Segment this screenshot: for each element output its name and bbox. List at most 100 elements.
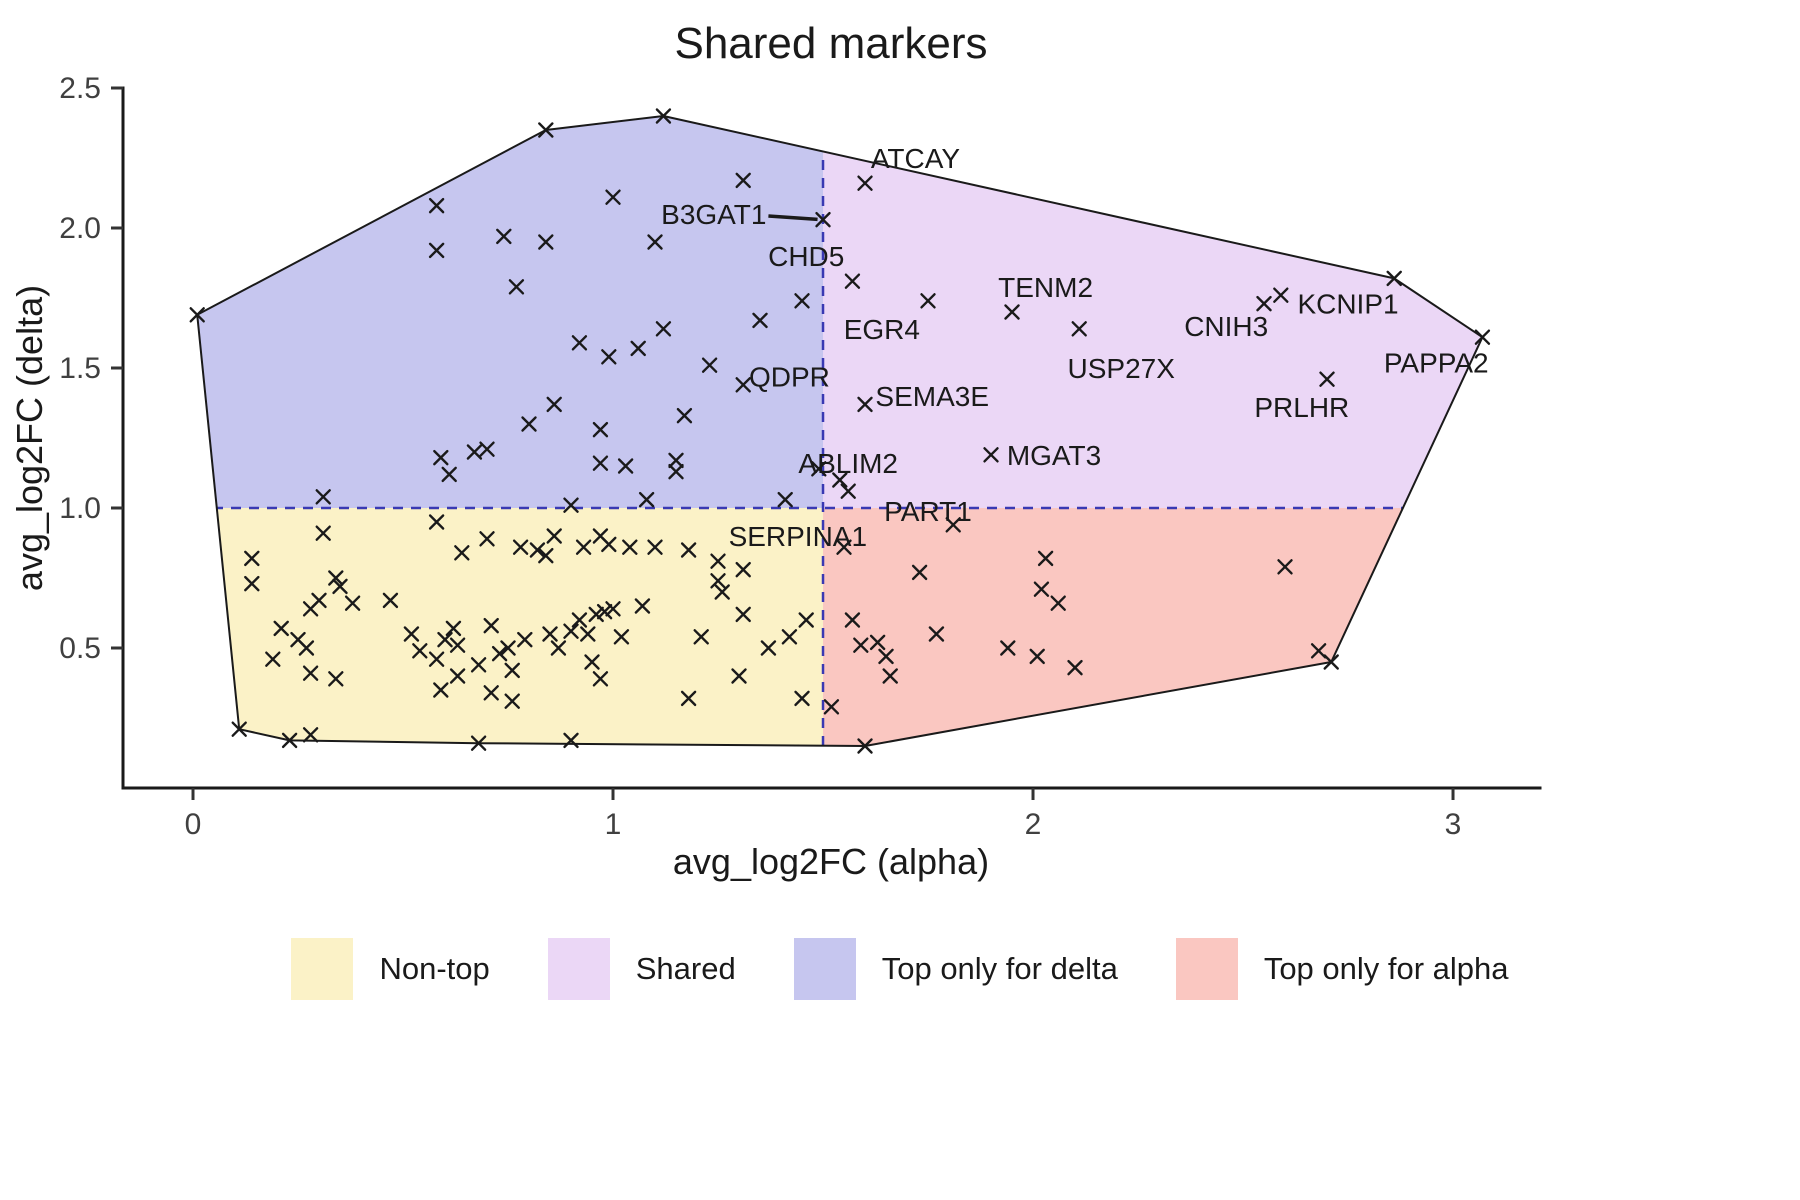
data-point xyxy=(882,668,898,684)
data-point xyxy=(231,721,247,737)
data-point xyxy=(853,637,869,653)
data-point xyxy=(302,727,319,743)
data-point xyxy=(794,293,810,309)
data-point xyxy=(504,693,520,709)
data-point xyxy=(680,542,697,558)
data-point xyxy=(601,349,617,365)
data-point xyxy=(508,279,525,295)
chart-title: Shared markers xyxy=(674,19,987,68)
data-point xyxy=(832,472,848,488)
data-point xyxy=(281,732,298,749)
data-point xyxy=(1310,643,1327,659)
data-point xyxy=(428,651,445,667)
data-point xyxy=(571,612,588,628)
data-point xyxy=(869,634,886,651)
data-point xyxy=(538,234,554,250)
data-point xyxy=(588,606,604,623)
x-tick-label: 2 xyxy=(1025,808,1042,841)
data-point xyxy=(693,629,709,645)
data-point xyxy=(605,189,621,205)
data-point xyxy=(428,514,445,530)
legend-swatch-top-only-for-delta xyxy=(793,938,856,1000)
data-point xyxy=(546,396,562,413)
data-point xyxy=(575,539,592,555)
data-point xyxy=(1050,595,1066,611)
data-point xyxy=(302,665,319,681)
data-point xyxy=(735,606,751,623)
data-point xyxy=(844,612,861,628)
data-point xyxy=(584,654,600,670)
gene-label-chd5: CHD5 xyxy=(768,241,844,272)
data-point xyxy=(823,699,840,715)
data-point xyxy=(714,584,730,600)
data-point xyxy=(298,640,315,656)
data-point xyxy=(538,122,554,138)
data-point xyxy=(496,228,512,245)
data-point-part1 xyxy=(945,517,961,533)
data-point xyxy=(1033,581,1050,597)
data-point-b3gat1 xyxy=(815,211,831,228)
data-point-qdpr xyxy=(735,377,751,393)
data-point xyxy=(563,732,579,749)
data-point xyxy=(189,307,205,323)
data-point-pappa2 xyxy=(1474,329,1491,345)
data-point xyxy=(479,531,495,547)
gene-label-prlhr: PRLHR xyxy=(1254,392,1349,423)
data-point-ablim2 xyxy=(811,461,827,477)
data-points xyxy=(189,108,1491,754)
data-point xyxy=(911,564,928,581)
data-point xyxy=(512,539,529,555)
data-point-mgat3 xyxy=(983,447,999,463)
data-point xyxy=(601,536,617,553)
data-point xyxy=(273,620,289,637)
data-point xyxy=(546,528,562,544)
data-point xyxy=(428,197,445,214)
legend-swatch-top-only-for-alpha xyxy=(1175,938,1238,1000)
data-point xyxy=(437,631,453,648)
data-point xyxy=(1277,559,1293,575)
label-leader-b3gat1 xyxy=(768,214,818,222)
data-point xyxy=(571,335,588,351)
legend-swatch-shared xyxy=(547,938,610,1000)
y-tick-label: 2.0 xyxy=(59,212,101,245)
region-low-x-low-y xyxy=(197,508,824,746)
data-point xyxy=(441,466,457,483)
data-point xyxy=(454,545,470,561)
quadrant-regions xyxy=(197,116,1483,746)
data-point xyxy=(777,491,793,508)
data-point xyxy=(328,671,344,687)
gene-label-egr4: EGR4 xyxy=(844,314,920,345)
data-point xyxy=(617,458,634,474)
data-point xyxy=(428,242,445,259)
data-point xyxy=(655,321,672,337)
data-point xyxy=(735,561,751,578)
gene-label-sema3e: SEMA3E xyxy=(875,381,989,412)
y-axis-label: avg_log2FC (delta) xyxy=(9,285,50,591)
data-point xyxy=(731,668,747,684)
data-point xyxy=(710,553,726,569)
data-point xyxy=(710,573,726,589)
x-axis-label: avg_log2FC (alpha) xyxy=(673,841,989,882)
data-point xyxy=(605,601,621,617)
gene-label-tenm2: TENM2 xyxy=(998,272,1093,303)
data-point xyxy=(638,491,655,508)
data-point xyxy=(592,671,609,687)
gene-label-pappa2: PAPPA2 xyxy=(1384,347,1489,378)
gene-label-ablim2: ABLIM2 xyxy=(798,448,898,479)
data-point xyxy=(517,631,533,648)
data-point xyxy=(470,735,487,751)
data-point xyxy=(491,645,508,662)
data-point xyxy=(592,455,609,471)
data-point xyxy=(265,651,281,667)
data-point-cnih3 xyxy=(1256,295,1272,312)
gene-label-cnih3: CNIH3 xyxy=(1184,311,1268,342)
data-point xyxy=(328,570,344,586)
data-point xyxy=(580,626,596,642)
y-tick-label: 2.5 xyxy=(59,72,101,105)
data-point xyxy=(760,640,777,656)
axes: 0 1 2 3 0.5 1.0 1.5 2.0 2.5 xyxy=(59,72,1542,841)
x-tick-label: 0 xyxy=(185,808,202,841)
data-point xyxy=(479,441,495,457)
